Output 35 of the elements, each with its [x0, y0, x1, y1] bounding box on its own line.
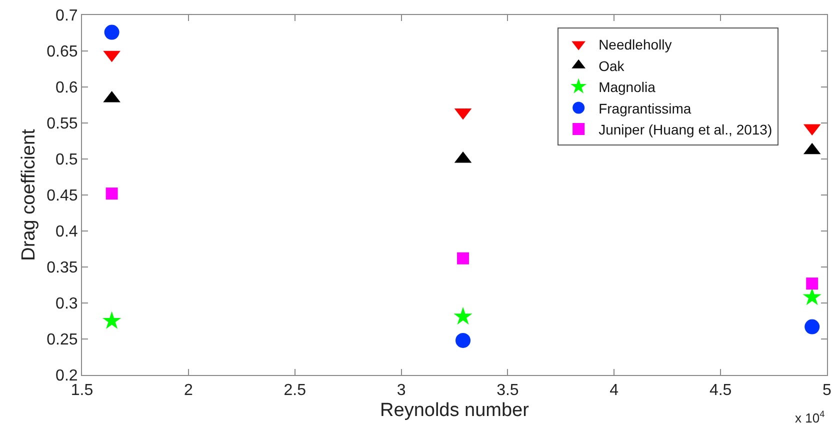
- y-tick-label: 0.5: [56, 152, 78, 169]
- y-tick-label: 0.2: [56, 368, 78, 385]
- point: [457, 252, 470, 264]
- x-axis-title: Reynolds number: [380, 400, 530, 421]
- y-tick-label: 0.7: [56, 8, 78, 25]
- x-tick-label: 4: [610, 382, 619, 400]
- x-tick-label: 5: [822, 382, 832, 400]
- point: [806, 278, 818, 290]
- y-tick-label: 0.3: [56, 296, 78, 313]
- point: [456, 332, 471, 348]
- x-tick-label: 1.5: [70, 382, 94, 400]
- y-tick-label: 0.45: [46, 188, 78, 205]
- x-tick-label: 2: [184, 382, 193, 400]
- point: [804, 319, 820, 334]
- legend-label: Fragrantissima: [598, 100, 692, 116]
- legend-label: Needleholly: [598, 36, 672, 53]
- x-tick-label: 3: [396, 382, 406, 400]
- y-tick-label: 0.65: [46, 44, 78, 61]
- point: [102, 311, 122, 329]
- x-tick-label: 3.5: [496, 382, 519, 400]
- point: [104, 24, 120, 40]
- legend-label: Magnolia: [598, 79, 656, 96]
- text: x 10$^{4}$: [795, 409, 825, 426]
- y-tick-label: 0.25: [46, 332, 78, 349]
- x-tick-label: 4.5: [709, 382, 732, 400]
- y-tick-label: 0.6: [56, 80, 78, 97]
- point: [454, 306, 472, 325]
- y-tick-label: 0.55: [46, 116, 78, 133]
- x-tick-label: 2.5: [284, 382, 306, 400]
- legend-label: Oak: [598, 58, 626, 74]
- y-axis-title: Drag coefficient: [18, 128, 40, 261]
- point: [106, 188, 118, 200]
- y-tick-label: 0.35: [46, 260, 78, 277]
- y-tick-label: 0.4: [56, 224, 78, 241]
- legend-label: Juniper (Huang et al., 2013): [598, 121, 772, 138]
